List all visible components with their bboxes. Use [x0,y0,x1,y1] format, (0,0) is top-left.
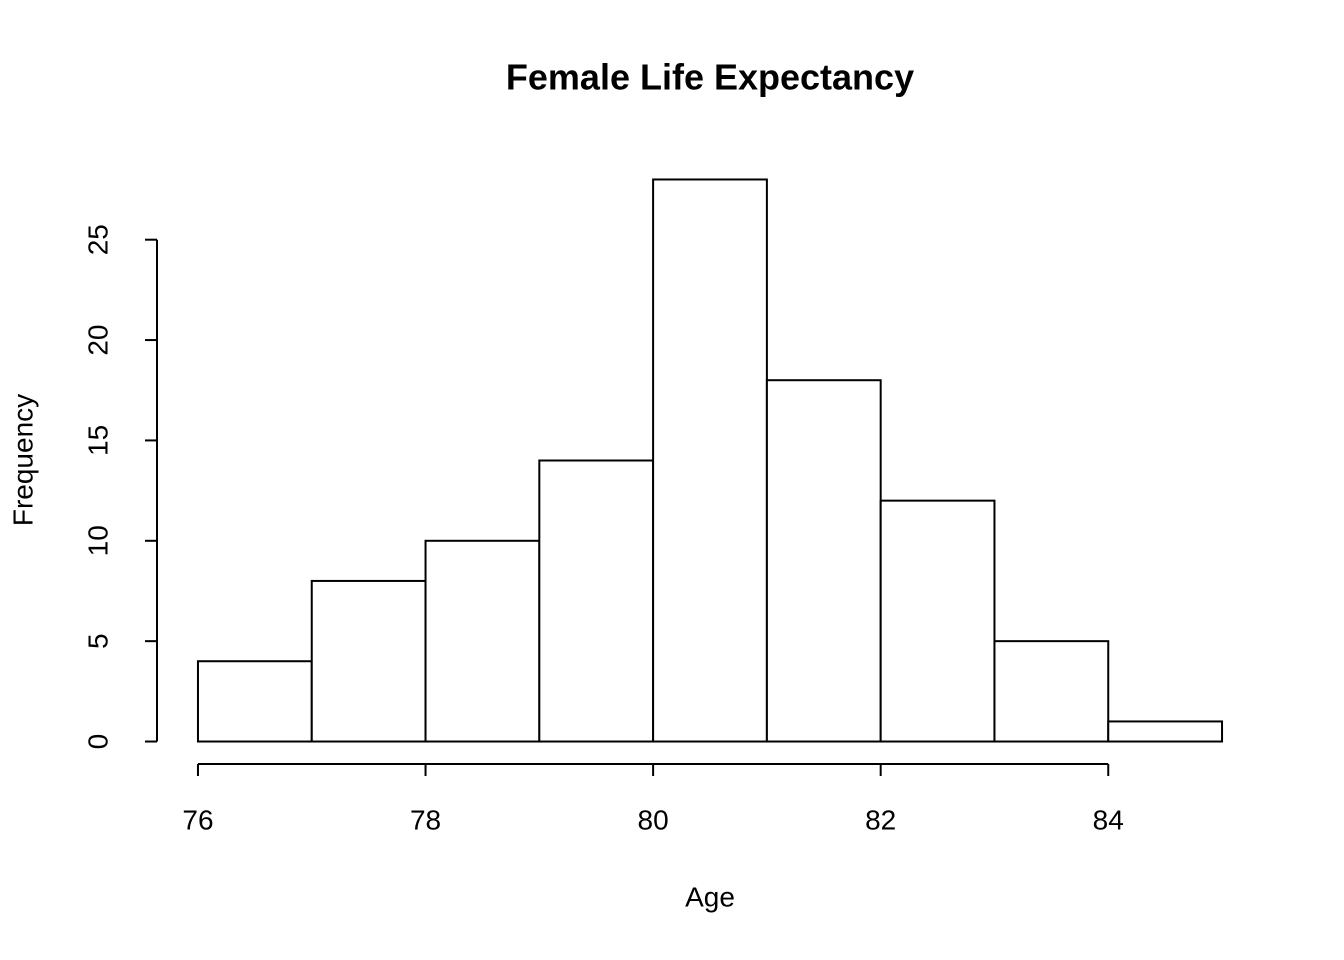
bar [993,640,1110,743]
y-tick-label: 0 [82,734,113,750]
bar [879,499,996,743]
x-tick-label: 84 [1093,804,1124,835]
bar [765,379,882,743]
bar [652,178,768,743]
bar [1107,720,1224,743]
x-axis-label: Age [685,881,735,912]
chart-title: Female Life Expectancy [506,57,914,98]
y-tick-label: 15 [82,425,113,456]
y-axis-label: Frequency [7,394,38,526]
y-tick-label: 5 [82,633,113,649]
bar [310,579,427,743]
x-tick-label: 78 [410,804,441,835]
y-tick-label: 10 [82,525,113,556]
bar [424,539,541,743]
x-tick-label: 82 [865,804,896,835]
x-tick-label: 76 [182,804,213,835]
bar [196,660,313,743]
y-tick-label: 25 [82,224,113,255]
x-tick-label: 80 [638,804,669,835]
y-tick-label: 20 [82,324,113,355]
bar [538,459,655,743]
